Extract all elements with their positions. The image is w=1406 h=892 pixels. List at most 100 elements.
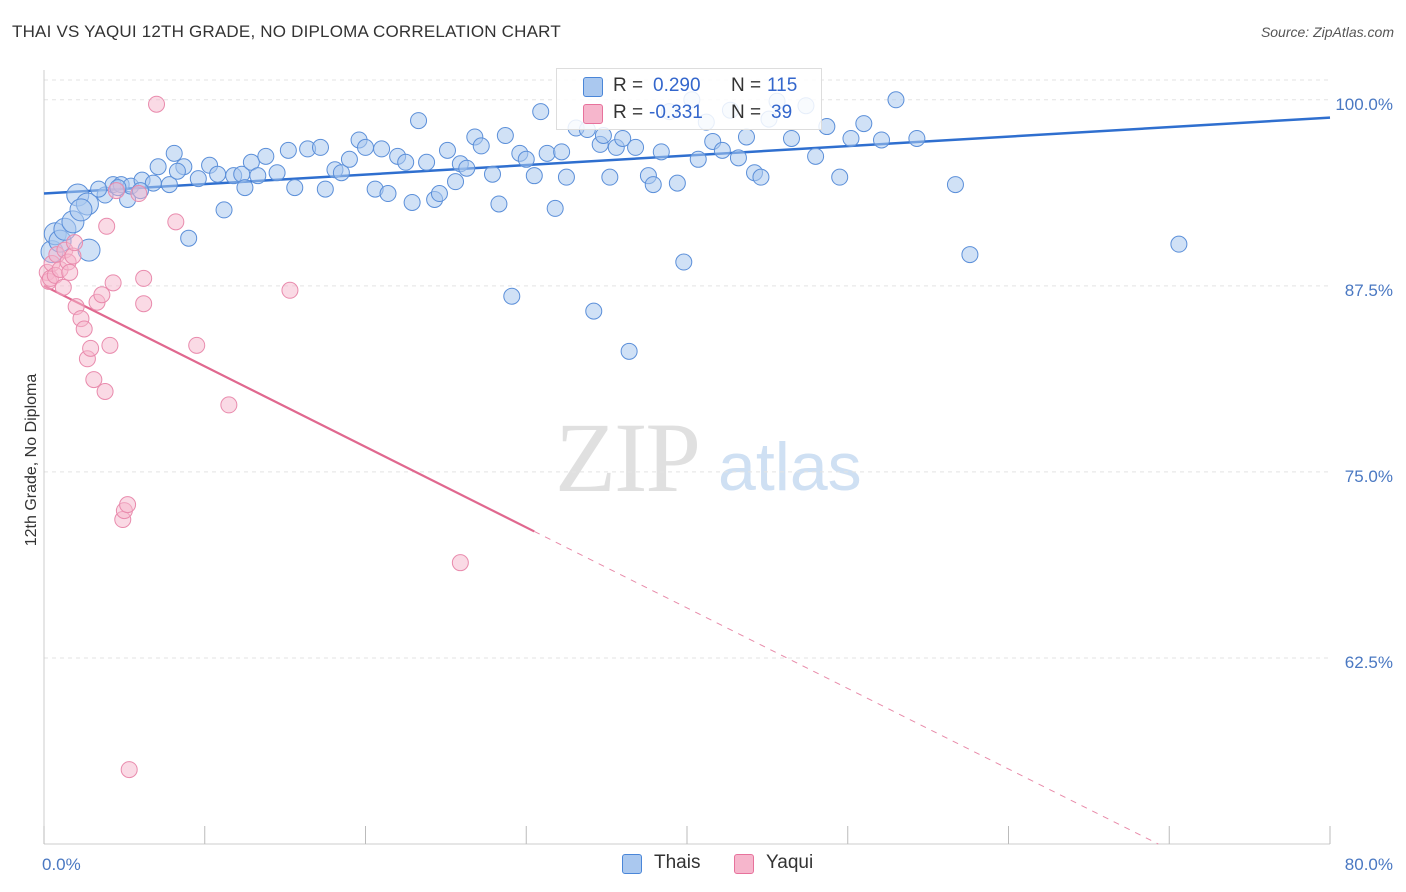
thais-point	[430, 185, 448, 203]
thais-point	[418, 153, 436, 171]
thais-point	[737, 128, 755, 146]
yaqui-swatch	[583, 104, 603, 124]
yaqui-point	[96, 383, 114, 401]
thais-point	[316, 180, 334, 198]
thais-point	[447, 173, 465, 191]
x-tick-label: 0.0%	[42, 855, 81, 874]
thais-point	[483, 165, 501, 183]
thais-point	[675, 253, 693, 271]
thais-point	[340, 150, 358, 168]
thais-point	[236, 179, 254, 197]
series-thais-points	[40, 91, 1188, 360]
thais-legend-swatch	[622, 854, 642, 874]
thais-point	[752, 168, 770, 186]
legend-n-value: 39	[771, 102, 793, 123]
yaqui-legend-swatch	[734, 854, 754, 874]
thais-point	[908, 129, 926, 147]
yaqui-trend-extension	[534, 530, 1159, 845]
thais-point	[946, 176, 964, 194]
legend-row-thais: R = 0.290 N = 115	[557, 73, 821, 99]
thais-point	[268, 164, 286, 182]
yaqui-point	[101, 336, 119, 354]
thais-point	[546, 199, 564, 217]
yaqui-point	[148, 95, 166, 113]
yaqui-legend-label: Yaqui	[766, 852, 814, 873]
yaqui-point	[98, 217, 116, 235]
yaqui-point	[119, 496, 137, 514]
thais-point	[410, 112, 428, 130]
yaqui-point	[107, 182, 125, 200]
thais-point	[887, 91, 905, 109]
yaqui-point	[61, 263, 79, 281]
thais-point	[357, 138, 374, 156]
yaqui-point	[85, 371, 103, 389]
yaqui-point	[220, 396, 238, 414]
thais-point	[553, 143, 571, 161]
legend-r-value: -0.331	[649, 102, 703, 123]
thais-point	[842, 129, 860, 147]
thais-point	[403, 193, 421, 211]
yaqui-point	[104, 274, 122, 292]
thais-point	[517, 150, 535, 168]
yaqui-point	[75, 320, 93, 338]
yaqui-point	[451, 554, 469, 572]
yaqui-point	[135, 269, 153, 287]
thais-point	[532, 103, 550, 121]
thais-point	[585, 302, 603, 320]
thais-point	[782, 129, 800, 147]
legend-r-value: 0.290	[653, 75, 701, 96]
x-tick-label: 80.0%	[1345, 855, 1393, 874]
thais-point	[601, 168, 619, 186]
thais-point	[807, 147, 825, 165]
yaqui-point	[66, 234, 84, 252]
thais-point	[689, 150, 707, 168]
thais-point	[627, 138, 645, 156]
y-tick-label: 62.5%	[1345, 653, 1393, 672]
thais-point	[496, 126, 514, 144]
yaqui-point	[188, 336, 206, 354]
thais-point	[490, 195, 508, 213]
y-tick-label: 87.5%	[1345, 281, 1393, 300]
yaqui-point	[93, 286, 111, 304]
series-yaqui-points	[38, 95, 469, 779]
thais-point	[855, 115, 873, 133]
thais-point	[69, 198, 93, 222]
yaqui-point	[120, 761, 138, 779]
thais-point	[332, 164, 350, 182]
thais-point	[557, 168, 575, 186]
thais-point	[165, 144, 183, 162]
thais-point	[438, 141, 456, 159]
yaqui-point	[130, 185, 148, 203]
stats-legend: R = 0.290 N = 115 R = -0.331 N = 39	[556, 68, 822, 130]
thais-point	[652, 143, 670, 161]
thais-point	[644, 176, 662, 194]
legend-n-label: N =	[731, 102, 762, 123]
thais-point	[503, 287, 521, 305]
thais-point	[209, 165, 227, 183]
thais-point	[668, 174, 686, 192]
yaqui-trend-line	[43, 284, 535, 533]
yaqui-point	[167, 213, 185, 231]
thais-point	[525, 167, 543, 185]
y-tick-label: 75.0%	[1345, 467, 1393, 486]
gridlines	[44, 79, 1330, 659]
thais-point	[538, 144, 556, 162]
thais-point	[614, 129, 632, 147]
thais-point	[189, 170, 207, 188]
yaqui-point	[281, 281, 299, 299]
thais-point	[257, 147, 275, 165]
thais-point	[961, 246, 979, 264]
thais-point	[729, 149, 747, 167]
yaqui-point	[82, 339, 100, 357]
thais-point	[279, 141, 297, 159]
thais-point	[873, 131, 891, 149]
yaqui-point	[135, 295, 153, 313]
tick-labels: 62.5% 75.0% 87.5% 100.0% 0.0% 80.0%	[42, 95, 1393, 874]
trend-lines	[43, 116, 1331, 845]
thais-point	[713, 141, 731, 159]
thais-point	[180, 229, 198, 247]
y-tick-label: 100.0%	[1335, 95, 1393, 114]
axes	[43, 70, 1331, 845]
legend-r-label: R =	[613, 75, 644, 96]
thais-point	[472, 137, 490, 155]
